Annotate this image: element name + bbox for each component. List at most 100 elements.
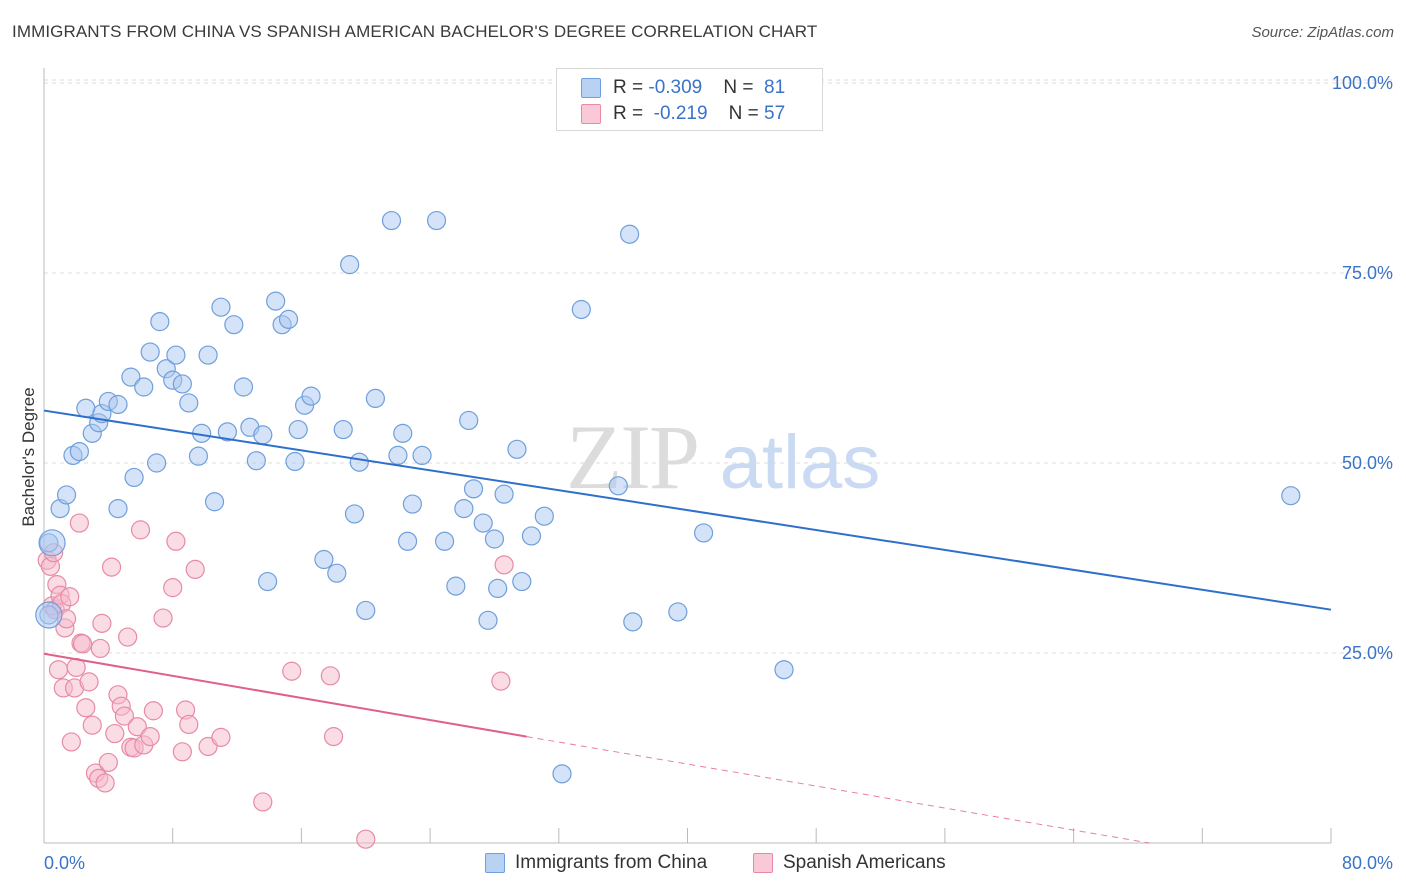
data-point — [288, 419, 308, 440]
legend-n-label: N = — [728, 103, 765, 124]
data-point — [48, 660, 69, 680]
data-point — [314, 549, 334, 570]
data-point — [233, 377, 254, 397]
data-point — [552, 764, 572, 784]
data-point — [608, 476, 628, 496]
data-point — [668, 602, 688, 622]
data-point — [224, 315, 244, 335]
data-point — [101, 557, 122, 577]
watermark-zip: ZIP — [566, 406, 698, 508]
data-point — [253, 425, 273, 445]
data-point — [534, 506, 554, 526]
data-point — [426, 210, 447, 231]
data-point — [494, 555, 514, 575]
legend-r-label: R = — [613, 103, 649, 124]
data-point — [143, 701, 163, 721]
data-point — [166, 531, 186, 551]
data-point — [320, 666, 340, 686]
data-point — [79, 672, 99, 692]
data-point — [69, 442, 89, 462]
data-point — [459, 410, 479, 431]
data-point — [150, 312, 170, 332]
legend-swatch-pink — [581, 104, 601, 124]
data-point — [434, 531, 455, 551]
data-point — [82, 715, 102, 735]
data-point — [454, 499, 474, 519]
data-point — [340, 255, 360, 275]
data-point — [153, 608, 173, 628]
data-point — [521, 526, 542, 546]
data-point — [105, 723, 125, 744]
data-point — [114, 706, 135, 726]
data-point — [507, 439, 527, 459]
data-point — [412, 445, 432, 465]
data-point — [333, 419, 353, 440]
legend-n-value-china: 81 — [764, 77, 786, 98]
data-point — [463, 479, 484, 499]
data-point — [121, 367, 141, 387]
data-point — [179, 714, 199, 735]
data-point — [147, 453, 167, 473]
y-axis-label: Bachelor's Degree — [19, 387, 38, 526]
data-point — [344, 504, 365, 524]
data-point — [323, 726, 344, 747]
x-tick-label-right: 80.0% — [1342, 853, 1393, 873]
data-point — [1281, 486, 1301, 506]
data-point — [108, 499, 128, 519]
immigrants-from-china-points — [35, 210, 1301, 784]
data-point — [172, 374, 192, 394]
legend-swatch-blue — [485, 853, 505, 873]
source-label: Source: ZipAtlas.com — [1251, 24, 1394, 41]
data-point — [172, 742, 192, 762]
data-point — [282, 661, 302, 681]
data-point — [512, 571, 532, 592]
y-tick-label: 75.0% — [1342, 263, 1393, 283]
watermark: ZIP atlas — [566, 406, 880, 508]
data-point — [327, 563, 347, 583]
y-axis-tick-labels: 100.0% 75.0% 50.0% 25.0% — [1332, 73, 1393, 663]
trend-line-spanish — [43, 652, 527, 738]
data-point — [488, 578, 508, 599]
axes — [43, 68, 1332, 844]
data-point — [60, 587, 80, 607]
legend-r-value-spanish: -0.219 — [653, 103, 708, 124]
legend-n-label: N = — [723, 77, 759, 98]
spanish-americans-points — [37, 513, 514, 849]
data-point — [494, 484, 514, 504]
data-point — [95, 773, 115, 793]
data-point — [623, 612, 643, 632]
data-point — [774, 660, 794, 680]
data-point — [211, 297, 231, 317]
data-point — [217, 422, 237, 442]
data-point — [258, 571, 278, 592]
data-point — [356, 600, 376, 621]
data-point — [693, 523, 714, 543]
legend-n-value-spanish: 57 — [764, 103, 786, 124]
data-point — [402, 494, 423, 514]
trend-lines — [43, 409, 1332, 844]
data-point — [188, 446, 209, 466]
legend-r-label: R = — [613, 77, 649, 98]
data-point — [69, 513, 89, 533]
data-point — [124, 467, 144, 488]
data-point — [76, 398, 96, 418]
data-point — [484, 529, 505, 549]
data-point — [619, 224, 640, 244]
data-point — [92, 613, 112, 633]
data-point — [365, 388, 386, 408]
data-point — [76, 698, 96, 718]
data-point — [140, 342, 160, 362]
data-point — [140, 726, 160, 747]
data-point — [446, 576, 466, 596]
data-point — [211, 727, 231, 747]
data-point — [491, 671, 511, 691]
trend-line-china — [43, 409, 1332, 611]
data-point — [185, 559, 205, 580]
data-point — [118, 627, 138, 647]
y-tick-label: 25.0% — [1342, 643, 1393, 663]
data-point — [301, 386, 321, 406]
data-point — [397, 531, 418, 551]
data-point — [253, 792, 273, 812]
data-point — [381, 210, 402, 231]
